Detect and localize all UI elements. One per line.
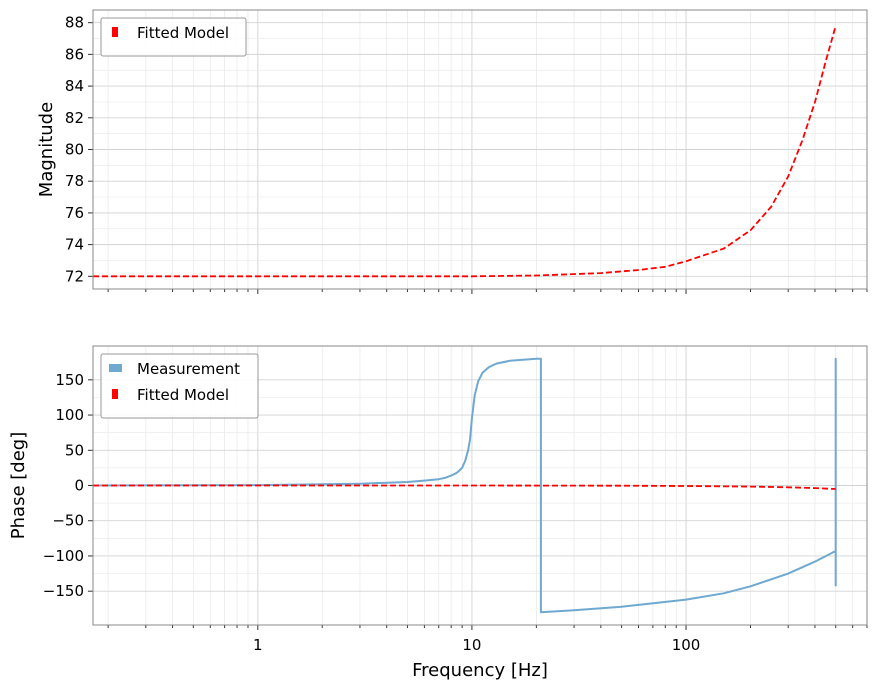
phase-ticks: −150 −100 −50 0 50 100 150 1 10 100 [43, 371, 868, 654]
magnitude-series [93, 25, 837, 278]
legend-swatch [112, 27, 118, 37]
phase-panel: −150 −100 −50 0 50 100 150 1 10 100 Phase [deg] F… [8, 345, 868, 681]
y-tick-label: 82 [65, 109, 84, 127]
phase-series [93, 357, 837, 614]
magnitude-ticks: 72 74 76 78 80 82 84 86 88 [65, 14, 868, 294]
phase-frame [92, 345, 868, 626]
legend-label: Measurement [137, 360, 240, 378]
series-line-fitted-model [93, 484, 836, 490]
y-tick-label: 0 [74, 477, 84, 495]
y-tick-label: 150 [55, 371, 84, 389]
legend-box [100, 353, 259, 419]
legend-swatch [109, 364, 122, 372]
magnitude-frame [92, 9, 868, 290]
y-tick-label: 76 [65, 204, 84, 222]
y-tick-label: −150 [43, 582, 84, 600]
x-tick-label: 100 [672, 636, 701, 654]
y-tick-label: 74 [65, 236, 84, 254]
magnitude-legend: Fitted Model [100, 17, 247, 57]
legend-label: Fitted Model [137, 386, 229, 404]
x-tick-label: 1 [253, 636, 263, 654]
legend-label: Fitted Model [137, 24, 229, 42]
legend-swatch [112, 389, 118, 399]
x-tick-label: 10 [462, 636, 481, 654]
y-tick-label: 50 [65, 441, 84, 459]
legend-box [100, 17, 247, 57]
series-line-measurement [93, 357, 837, 614]
y-tick-label: 72 [65, 267, 84, 285]
y-tick-label: −100 [43, 547, 84, 565]
y-tick-label: 88 [65, 14, 84, 32]
y-tick-label: −50 [52, 512, 84, 530]
series-line-fitted-model [93, 25, 837, 278]
y-tick-label: 80 [65, 141, 84, 159]
y-tick-label: 86 [65, 45, 84, 63]
phase-legend: Measurement Fitted Model [100, 353, 259, 419]
phase-y-axis-label: Phase [deg] [8, 432, 29, 539]
magnitude-panel: 72 74 76 78 80 82 84 86 88 Magnitude Fitted Mode… [36, 9, 868, 294]
y-tick-label: 78 [65, 172, 84, 190]
frequency-x-axis-label: Frequency [Hz] [412, 660, 548, 681]
y-tick-label: 84 [65, 77, 84, 95]
magnitude-y-axis-label: Magnitude [36, 102, 57, 197]
y-tick-label: 100 [55, 406, 84, 424]
